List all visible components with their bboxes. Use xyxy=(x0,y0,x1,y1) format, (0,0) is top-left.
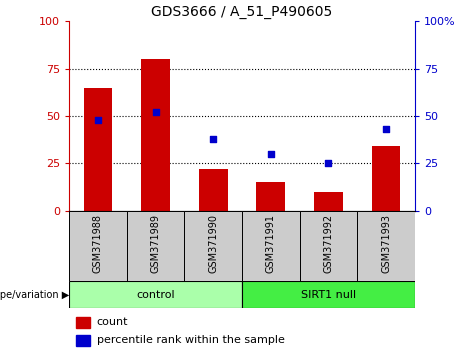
Bar xyxy=(357,211,415,281)
Text: GSM371991: GSM371991 xyxy=(266,214,276,273)
Bar xyxy=(141,59,170,211)
Bar xyxy=(127,211,184,281)
Text: GSM371988: GSM371988 xyxy=(93,214,103,273)
Point xyxy=(325,160,332,166)
Point xyxy=(152,109,160,115)
Bar xyxy=(76,335,90,346)
Bar xyxy=(83,87,112,211)
Bar xyxy=(300,211,357,281)
Bar xyxy=(372,146,401,211)
Bar xyxy=(256,182,285,211)
Title: GDS3666 / A_51_P490605: GDS3666 / A_51_P490605 xyxy=(151,5,333,19)
Text: percentile rank within the sample: percentile rank within the sample xyxy=(97,335,285,346)
Bar xyxy=(314,192,343,211)
Point xyxy=(209,136,217,142)
Text: SIRT1 null: SIRT1 null xyxy=(301,290,356,300)
Text: GSM371993: GSM371993 xyxy=(381,214,391,273)
Bar xyxy=(69,211,127,281)
Bar xyxy=(69,281,242,308)
Bar xyxy=(242,211,300,281)
Text: GSM371989: GSM371989 xyxy=(151,214,160,273)
Bar xyxy=(199,169,228,211)
Text: GSM371990: GSM371990 xyxy=(208,214,218,273)
Point xyxy=(382,126,390,132)
Text: count: count xyxy=(97,318,128,327)
Point xyxy=(94,117,101,122)
Text: GSM371992: GSM371992 xyxy=(324,214,333,273)
Text: genotype/variation ▶: genotype/variation ▶ xyxy=(0,290,69,300)
Text: control: control xyxy=(136,290,175,300)
Bar xyxy=(184,211,242,281)
Bar xyxy=(242,281,415,308)
Point xyxy=(267,151,274,156)
Bar xyxy=(76,317,90,328)
